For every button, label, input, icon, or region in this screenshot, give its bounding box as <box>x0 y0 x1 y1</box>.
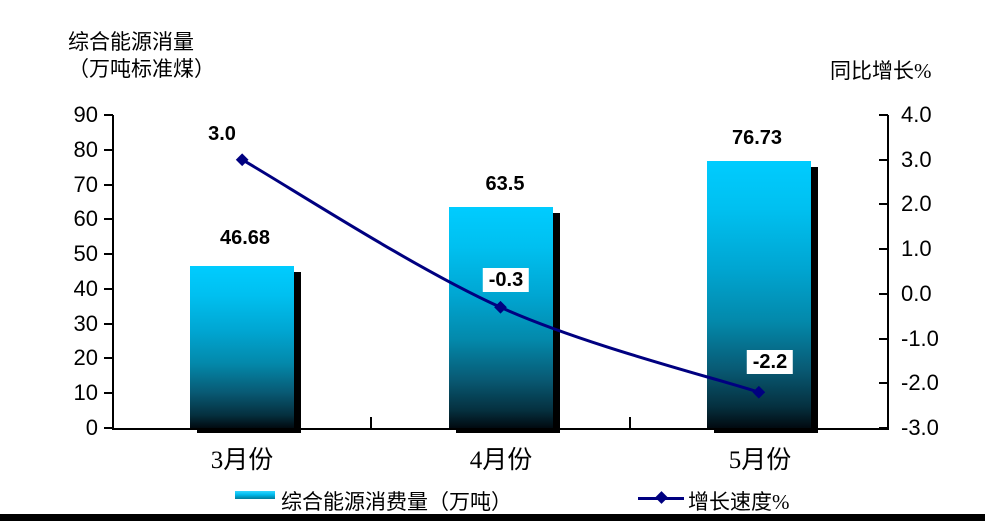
left-axis-tick-label: 30 <box>73 310 98 336</box>
diamond-marker-icon <box>752 385 766 399</box>
right-axis-tick <box>879 337 888 340</box>
right-axis-title: 同比增长% <box>830 59 932 83</box>
left-axis-title-line1: 综合能源消量 <box>68 30 194 54</box>
x-axis-tick <box>370 417 373 428</box>
left-axis-tick-label: 10 <box>73 380 98 406</box>
left-axis-tick <box>104 183 113 186</box>
right-axis-tick-label: -1.0 <box>901 325 939 351</box>
left-axis-tick <box>104 427 113 429</box>
right-axis-tick <box>879 292 888 295</box>
left-axis-tick <box>104 114 113 116</box>
left-axis-tick <box>104 287 113 290</box>
right-axis-tick <box>879 203 888 206</box>
category-label-may: 5月份 <box>728 447 792 474</box>
left-axis-tick-label: 90 <box>73 102 98 127</box>
left-axis-tick <box>104 218 113 221</box>
left-axis-tick <box>104 148 113 151</box>
right-axis-tick-label: -2.0 <box>901 370 939 396</box>
right-axis-tick-label: 0.0 <box>901 280 932 306</box>
left-axis-tick-label: 50 <box>73 241 98 267</box>
line-value-label-april: -0.3 <box>482 268 530 292</box>
left-axis-tick <box>104 253 113 256</box>
right-axis-tick-label: 1.0 <box>901 236 932 262</box>
energy-consumption-bar <box>448 207 553 428</box>
left-axis-tick <box>104 392 113 395</box>
line-value-label-march: 3.0 <box>208 123 236 145</box>
right-axis-tick <box>879 382 888 385</box>
energy-consumption-bar <box>190 265 295 428</box>
line-value-label-may: -2.2 <box>746 350 794 374</box>
right-axis-tick-label: 4.0 <box>901 102 932 127</box>
x-axis-tick <box>628 417 631 428</box>
diamond-marker-icon <box>494 300 507 314</box>
left-axis-tick-label: 60 <box>73 206 98 232</box>
right-y-axis-line <box>887 115 889 430</box>
bar-value-label-may: 76.73 <box>731 127 783 149</box>
left-axis-tick-label: 0 <box>85 415 98 440</box>
right-axis-tick <box>879 114 888 116</box>
left-axis-title: 综合能源消量 （万吨标准煤） <box>68 29 215 83</box>
left-axis-tick-label: 20 <box>73 345 98 371</box>
left-axis-tick-label: 70 <box>73 171 98 197</box>
category-label-march: 3月份 <box>210 447 274 474</box>
left-axis-title-line2: （万吨标准煤） <box>68 57 215 81</box>
right-axis-tick <box>879 158 888 161</box>
diamond-marker-icon <box>235 153 249 167</box>
left-axis-tick <box>104 322 113 325</box>
bottom-border-rule <box>0 514 985 521</box>
legend-bar-swatch <box>235 491 275 499</box>
category-label-april: 4月份 <box>469 447 533 474</box>
right-axis-tick-label: -3.0 <box>901 415 939 440</box>
left-axis-tick <box>104 357 113 360</box>
right-axis-tick <box>879 427 888 429</box>
right-axis-tick <box>879 248 888 251</box>
legend-line-label: 增长速度% <box>688 490 790 514</box>
left-y-axis-line <box>112 115 114 430</box>
left-axis-tick-label: 80 <box>73 136 98 162</box>
bar-value-label-april: 63.5 <box>485 173 525 195</box>
legend-bar-label: 综合能源消费量（万吨） <box>281 490 512 514</box>
energy-consumption-bar <box>706 161 811 428</box>
right-axis-tick-label: 2.0 <box>901 191 932 217</box>
right-axis-tick-label: 3.0 <box>901 146 932 172</box>
bar-value-label-march: 46.68 <box>219 227 271 249</box>
left-axis-tick-label: 40 <box>73 275 98 301</box>
